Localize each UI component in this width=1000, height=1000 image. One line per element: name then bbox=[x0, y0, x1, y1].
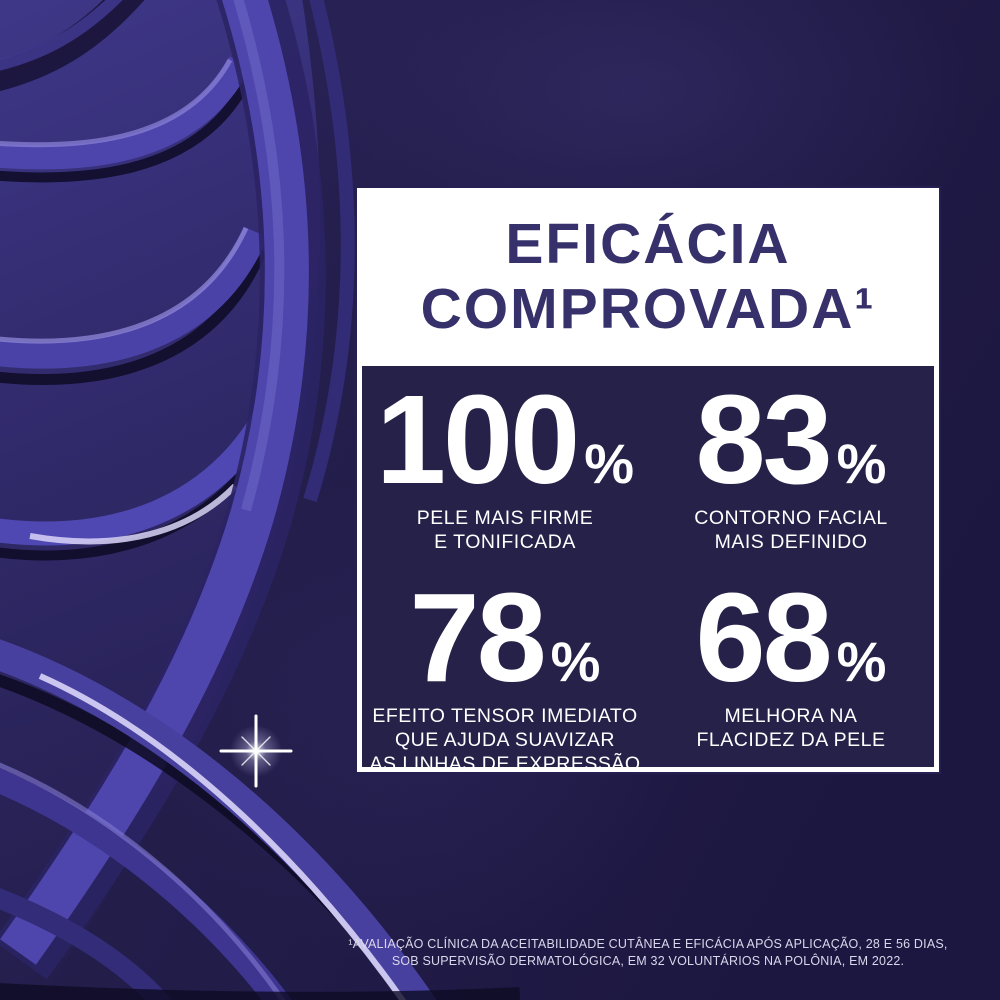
stat-facial-contour: 83 % CONTORNO FACIAL MAIS DEFINIDO bbox=[648, 369, 934, 554]
stat-value: 83 bbox=[695, 369, 833, 510]
stat-label: PELE MAIS FIRME E TONIFICADA bbox=[416, 507, 594, 553]
stat-value: 68 bbox=[695, 567, 833, 708]
stat-value-row: 68 % bbox=[695, 567, 887, 708]
stat-value-row: 78 % bbox=[409, 567, 601, 708]
percent-sign: % bbox=[550, 630, 601, 693]
stat-label: MELHORA NA FLACIDEZ DA PELE bbox=[696, 705, 886, 751]
stat-label: CONTORNO FACIAL MAIS DEFINIDO bbox=[694, 507, 888, 553]
stat-value-row: 83 % bbox=[695, 369, 887, 510]
stat-skin-sagging: 68 % MELHORA NA FLACIDEZ DA PELE bbox=[648, 567, 934, 776]
footnote-line-1: ¹AVALIAÇÃO CLÍNICA DA ACEITABILIDADE CUT… bbox=[348, 937, 948, 951]
percent-sign: % bbox=[584, 432, 635, 495]
efficacy-card: EFICÁCIA COMPROVADA¹ 100 % PELE MAIS FIR… bbox=[355, 186, 941, 775]
stat-tensor-effect: 78 % EFEITO TENSOR IMEDIATO QUE AJUDA SU… bbox=[362, 567, 648, 776]
footnote-line-2: SOB SUPERVISÃO DERMATOLÓGICA, EM 32 VOLU… bbox=[391, 954, 905, 968]
stat-label: EFEITO TENSOR IMEDIATO QUE AJUDA SUAVIZA… bbox=[369, 705, 641, 775]
sparkle-icon bbox=[219, 714, 293, 788]
stat-skin-firmness: 100 % PELE MAIS FIRME E TONIFICADA bbox=[362, 369, 648, 554]
stats-panel: 100 % PELE MAIS FIRME E TONIFICADA 83 % … bbox=[362, 366, 934, 775]
percent-sign: % bbox=[836, 630, 887, 693]
stat-value: 100 bbox=[375, 369, 580, 510]
title-line-2: COMPROVADA¹ bbox=[420, 277, 876, 341]
footnote: ¹AVALIAÇÃO CLÍNICA DA ACEITABILIDADE CUT… bbox=[348, 936, 948, 970]
percent-sign: % bbox=[836, 432, 887, 495]
title-line-1: EFICÁCIA bbox=[505, 212, 791, 276]
card-title: EFICÁCIA COMPROVADA¹ bbox=[357, 188, 939, 342]
stat-value-row: 100 % bbox=[375, 369, 635, 510]
stat-value: 78 bbox=[409, 567, 547, 708]
